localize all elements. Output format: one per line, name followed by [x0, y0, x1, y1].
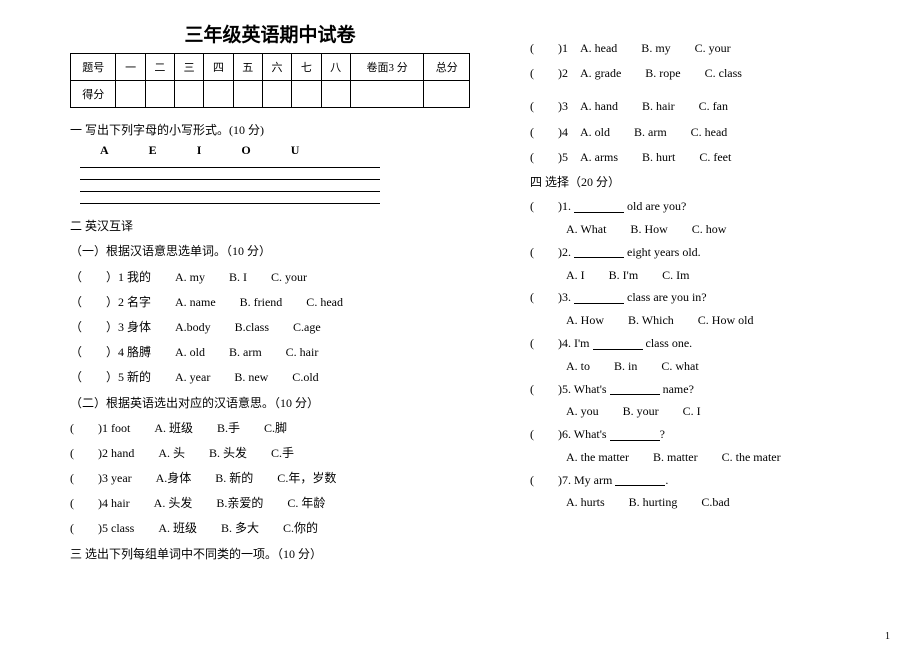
score-cell [145, 81, 174, 108]
question-item: ( )2 A. grade B. rope C. class [530, 61, 890, 86]
score-cell [321, 81, 350, 108]
letter: A [100, 143, 109, 157]
score-cell [204, 81, 233, 108]
score-header-cell: 八 [321, 54, 350, 81]
question-item: ( )3 A. hand B. hair C. fan [530, 94, 890, 119]
choice-question: ( )1. old are you? [530, 195, 890, 218]
question-item: ( )5 A. arms B. hurt C. feet [530, 145, 890, 170]
section2-part1-heading: （一）根据汉语意思选单词。（10 分） [70, 239, 470, 264]
writing-line [80, 194, 380, 204]
question-item: ( )4 hair A. 头发 B.亲爱的 C. 年龄 [70, 491, 470, 516]
score-cell [233, 81, 262, 108]
choice-question: ( )2. eight years old. [530, 241, 890, 264]
question-item: ( )1 foot A. 班级 B.手 C.脚 [70, 416, 470, 441]
letter-row: AEIOU [70, 143, 470, 158]
section1-heading: 一 写出下列字母的小写形式。(10 分) [70, 118, 470, 143]
letter: O [241, 143, 250, 157]
question-item: ( )3 year A.身体 B. 新的 C.年，岁数 [70, 466, 470, 491]
question-item: （ ）1 我的 A. my B. I C. your [70, 265, 470, 290]
letter: U [291, 143, 300, 157]
choice-options: A. I B. I'm C. Im [530, 264, 890, 287]
question-item: ( )4 A. old B. arm C. head [530, 120, 890, 145]
score-header-cell: 四 [204, 54, 233, 81]
section3-heading: 三 选出下列每组单词中不同类的一项。（10 分） [70, 542, 470, 567]
choice-options: A. What B. How C. how [530, 218, 890, 241]
score-header-cell: 一 [116, 54, 145, 81]
writing-line [80, 158, 380, 168]
score-cell [175, 81, 204, 108]
score-row-label: 得分 [71, 81, 116, 108]
section2-heading: 二 英汉互译 [70, 214, 470, 239]
question-item: ( )1 A. head B. my C. your [530, 36, 890, 61]
score-header-cell: 七 [292, 54, 321, 81]
choice-options: A. the matter B. matter C. the mater [530, 446, 890, 469]
exam-title: 三年级英语期中试卷 [70, 20, 470, 47]
question-item: （ ）4 胳膊 A. old B. arm C. hair [70, 340, 470, 365]
question-item: （ ）3 身体 A.body B.class C.age [70, 315, 470, 340]
score-header-cell: 六 [262, 54, 291, 81]
letter: I [197, 143, 202, 157]
choice-options: A. you B. your C. I [530, 400, 890, 423]
score-header-cell: 三 [175, 54, 204, 81]
score-header-cell: 五 [233, 54, 262, 81]
page-number: 1 [885, 631, 890, 642]
choice-question: ( )6. What's ? [530, 423, 890, 446]
letter: E [149, 143, 157, 157]
choice-question: ( )7. My arm . [530, 469, 890, 492]
choice-options: A. hurts B. hurting C.bad [530, 491, 890, 514]
score-cell [116, 81, 145, 108]
score-header-cell: 卷面3 分 [350, 54, 424, 81]
score-cell [424, 81, 470, 108]
choice-question: ( )3. class are you in? [530, 286, 890, 309]
question-item: （ ）2 名字 A. name B. friend C. head [70, 290, 470, 315]
choice-question: ( )4. I'm class one. [530, 332, 890, 355]
section4-heading: 四 选择（20 分） [530, 170, 890, 195]
score-cell [350, 81, 424, 108]
score-cell [262, 81, 291, 108]
writing-line [80, 182, 380, 192]
question-item: ( )5 class A. 班级 B. 多大 C.你的 [70, 516, 470, 541]
choice-question: ( )5. What's name? [530, 378, 890, 401]
score-header-cell: 二 [145, 54, 174, 81]
score-header-cell: 题号 [71, 54, 116, 81]
choice-options: A. How B. Which C. How old [530, 309, 890, 332]
score-header-cell: 总分 [424, 54, 470, 81]
question-item: ( )2 hand A. 头 B. 头发 C.手 [70, 441, 470, 466]
question-item: （ ）5 新的 A. year B. new C.old [70, 365, 470, 390]
section2-part2-heading: （二）根据英语选出对应的汉语意思。（10 分） [70, 391, 470, 416]
score-cell [292, 81, 321, 108]
writing-line [80, 170, 380, 180]
choice-options: A. to B. in C. what [530, 355, 890, 378]
score-table: 题号一二三四五六七八卷面3 分总分 得分 [70, 53, 470, 108]
